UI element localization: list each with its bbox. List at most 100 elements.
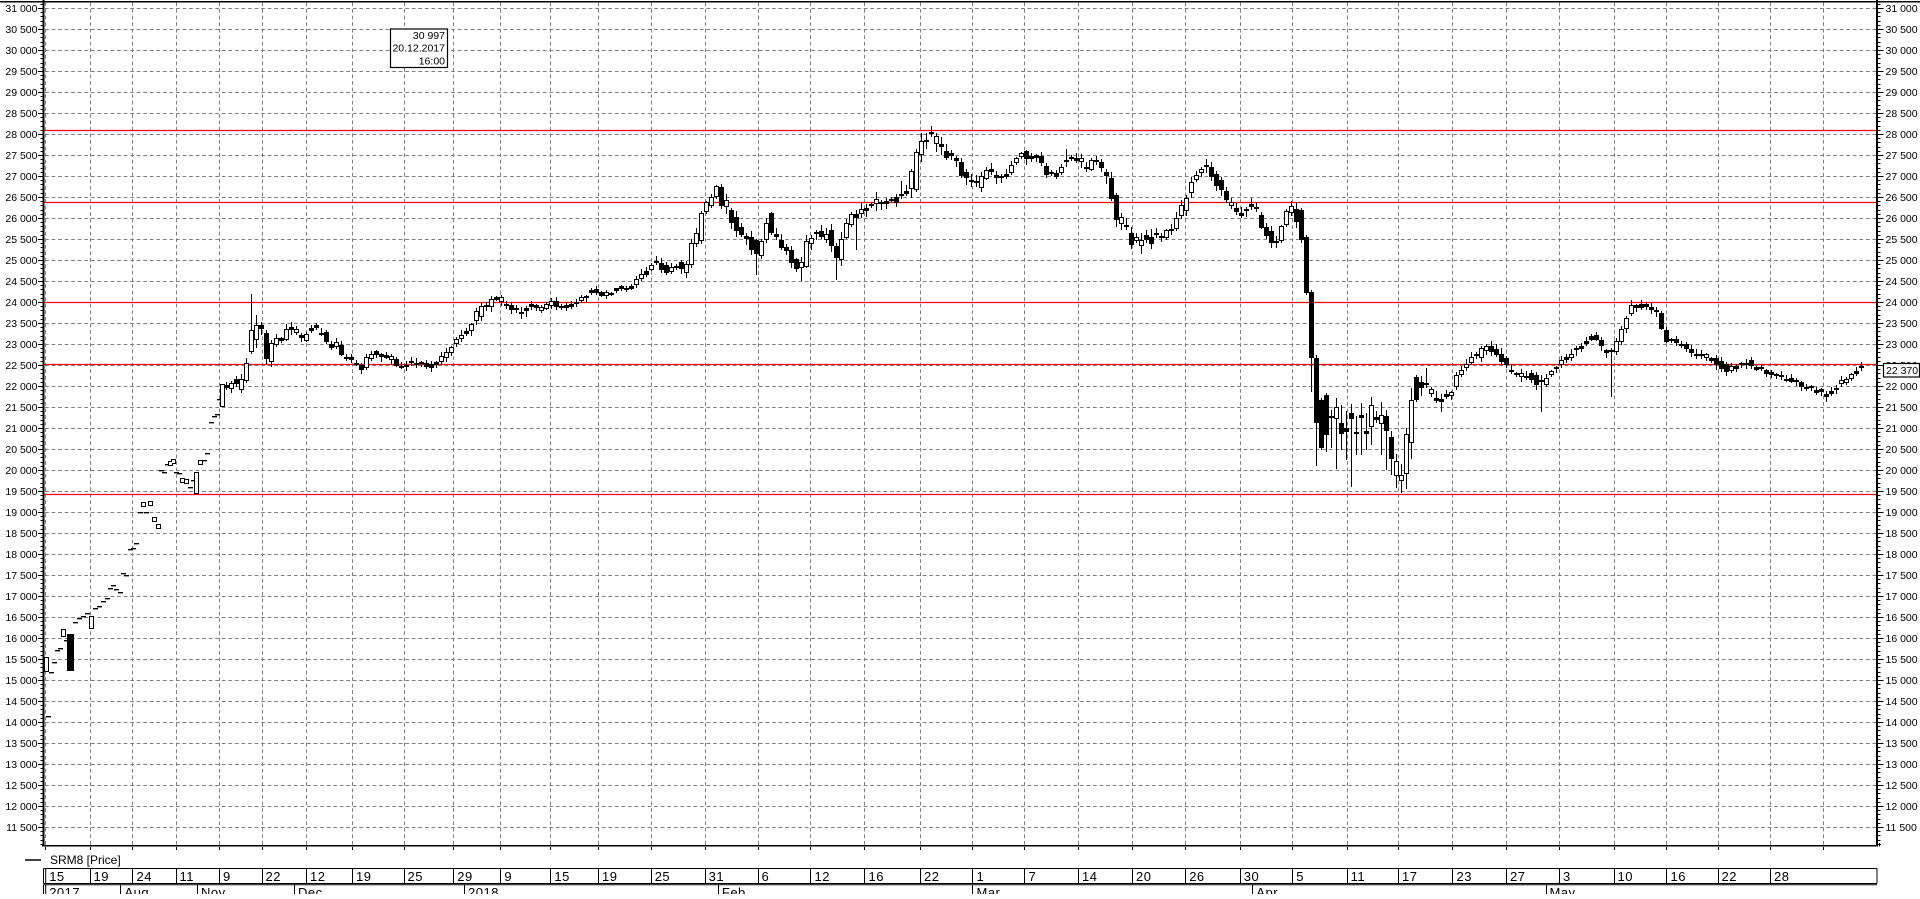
- svg-text:19: 19: [356, 869, 371, 884]
- svg-text:18 000: 18 000: [1886, 549, 1918, 561]
- svg-text:19: 19: [602, 869, 617, 884]
- svg-text:30 000: 30 000: [5, 45, 37, 57]
- svg-text:9: 9: [223, 869, 231, 884]
- svg-text:11: 11: [180, 869, 195, 884]
- svg-text:19: 19: [94, 869, 109, 884]
- svg-text:20 000: 20 000: [1886, 465, 1918, 477]
- svg-text:13 000: 13 000: [1886, 759, 1918, 771]
- svg-text:2018: 2018: [468, 885, 499, 894]
- svg-text:16 500: 16 500: [1886, 612, 1918, 624]
- svg-text:14 500: 14 500: [1886, 696, 1918, 708]
- svg-text:30 997: 30 997: [413, 30, 445, 42]
- svg-text:16: 16: [1671, 869, 1686, 884]
- svg-text:Mar: Mar: [977, 885, 1001, 894]
- svg-text:30 000: 30 000: [1886, 45, 1918, 57]
- svg-text:15: 15: [554, 869, 569, 884]
- svg-text:Aug: Aug: [125, 885, 150, 894]
- svg-text:25 000: 25 000: [1886, 255, 1918, 267]
- svg-text:27 500: 27 500: [1886, 150, 1918, 162]
- svg-text:14 000: 14 000: [5, 717, 37, 729]
- svg-text:21 000: 21 000: [1886, 423, 1918, 435]
- svg-text:19 500: 19 500: [5, 486, 37, 498]
- svg-text:26 500: 26 500: [5, 192, 37, 204]
- svg-text:28 500: 28 500: [1886, 108, 1918, 120]
- svg-text:9: 9: [504, 869, 512, 884]
- svg-text:20 500: 20 500: [1886, 444, 1918, 456]
- svg-text:27 500: 27 500: [5, 150, 37, 162]
- svg-text:21 500: 21 500: [1886, 402, 1918, 414]
- svg-text:5: 5: [1296, 869, 1304, 884]
- svg-text:20 000: 20 000: [5, 465, 37, 477]
- svg-text:29: 29: [457, 869, 472, 884]
- svg-text:Dec: Dec: [298, 885, 323, 894]
- svg-text:16 000: 16 000: [1886, 633, 1918, 645]
- svg-text:24 500: 24 500: [5, 276, 37, 288]
- svg-text:20.12.2017: 20.12.2017: [392, 43, 445, 55]
- svg-text:16 000: 16 000: [5, 633, 37, 645]
- svg-text:18 000: 18 000: [5, 549, 37, 561]
- svg-text:16: 16: [869, 869, 884, 884]
- svg-text:24 000: 24 000: [5, 297, 37, 309]
- svg-text:12 000: 12 000: [5, 801, 37, 813]
- svg-text:18 500: 18 500: [5, 528, 37, 540]
- svg-text:24 500: 24 500: [1886, 276, 1918, 288]
- svg-text:31 000: 31 000: [1886, 3, 1918, 15]
- svg-text:20 500: 20 500: [5, 444, 37, 456]
- svg-text:23 500: 23 500: [1886, 318, 1918, 330]
- svg-text:1: 1: [977, 869, 985, 884]
- svg-text:29 500: 29 500: [5, 66, 37, 78]
- svg-text:23 500: 23 500: [5, 318, 37, 330]
- svg-text:24 000: 24 000: [1886, 297, 1918, 309]
- svg-text:29 000: 29 000: [5, 87, 37, 99]
- svg-text:17 000: 17 000: [1886, 591, 1918, 603]
- svg-text:Feb: Feb: [722, 885, 746, 894]
- svg-text:2017: 2017: [49, 885, 80, 894]
- svg-text:24: 24: [137, 869, 152, 884]
- svg-text:25: 25: [655, 869, 670, 884]
- svg-text:27 000: 27 000: [5, 171, 37, 183]
- svg-text:19 500: 19 500: [1886, 486, 1918, 498]
- svg-text:22: 22: [266, 869, 281, 884]
- svg-text:15: 15: [49, 869, 64, 884]
- svg-text:6: 6: [762, 869, 770, 884]
- svg-text:31: 31: [709, 869, 724, 884]
- svg-text:16 500: 16 500: [5, 612, 37, 624]
- svg-text:16:00: 16:00: [419, 55, 445, 67]
- svg-text:15 000: 15 000: [1886, 675, 1918, 687]
- svg-text:26: 26: [1189, 869, 1204, 884]
- svg-text:20: 20: [1136, 869, 1151, 884]
- svg-text:15 500: 15 500: [1886, 654, 1918, 666]
- svg-text:27: 27: [1510, 869, 1525, 884]
- svg-text:23 000: 23 000: [5, 339, 37, 351]
- svg-text:22 370: 22 370: [1886, 365, 1918, 377]
- svg-text:28: 28: [1774, 869, 1789, 884]
- svg-text:29 000: 29 000: [1886, 87, 1918, 99]
- svg-text:18 500: 18 500: [1886, 528, 1918, 540]
- svg-text:17: 17: [1402, 869, 1417, 884]
- svg-text:22: 22: [924, 869, 939, 884]
- svg-text:12: 12: [815, 869, 830, 884]
- svg-text:28 500: 28 500: [5, 108, 37, 120]
- svg-text:30 500: 30 500: [5, 24, 37, 36]
- svg-text:15 500: 15 500: [5, 654, 37, 666]
- svg-text:Nov: Nov: [201, 885, 226, 894]
- svg-text:25 000: 25 000: [5, 255, 37, 267]
- svg-text:28 000: 28 000: [5, 129, 37, 141]
- svg-text:12: 12: [310, 869, 325, 884]
- svg-text:May: May: [1550, 885, 1576, 894]
- svg-text:23: 23: [1457, 869, 1472, 884]
- svg-text:14 500: 14 500: [5, 696, 37, 708]
- svg-text:15 000: 15 000: [5, 675, 37, 687]
- svg-text:26 500: 26 500: [1886, 192, 1918, 204]
- svg-text:26 000: 26 000: [5, 213, 37, 225]
- svg-text:14 000: 14 000: [1886, 717, 1918, 729]
- svg-text:22 000: 22 000: [5, 381, 37, 393]
- svg-text:30: 30: [1244, 869, 1259, 884]
- svg-text:Apr: Apr: [1256, 885, 1278, 894]
- svg-text:27 000: 27 000: [1886, 171, 1918, 183]
- svg-text:17 500: 17 500: [5, 570, 37, 582]
- svg-text:26 000: 26 000: [1886, 213, 1918, 225]
- svg-text:25: 25: [408, 869, 423, 884]
- svg-text:14: 14: [1082, 869, 1097, 884]
- svg-text:13 500: 13 500: [5, 738, 37, 750]
